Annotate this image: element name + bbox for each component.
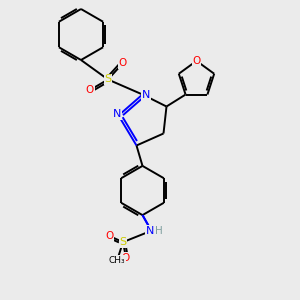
Text: N: N	[146, 226, 154, 236]
Text: CH₃: CH₃	[109, 256, 125, 265]
Text: O: O	[86, 85, 94, 95]
Text: S: S	[104, 74, 112, 85]
Text: N: N	[113, 109, 121, 119]
Text: O: O	[119, 58, 127, 68]
Text: O: O	[105, 231, 114, 241]
Text: H: H	[155, 226, 163, 236]
Text: O: O	[122, 253, 130, 263]
Text: O: O	[192, 56, 201, 66]
Text: N: N	[142, 90, 150, 100]
Text: S: S	[119, 237, 127, 247]
